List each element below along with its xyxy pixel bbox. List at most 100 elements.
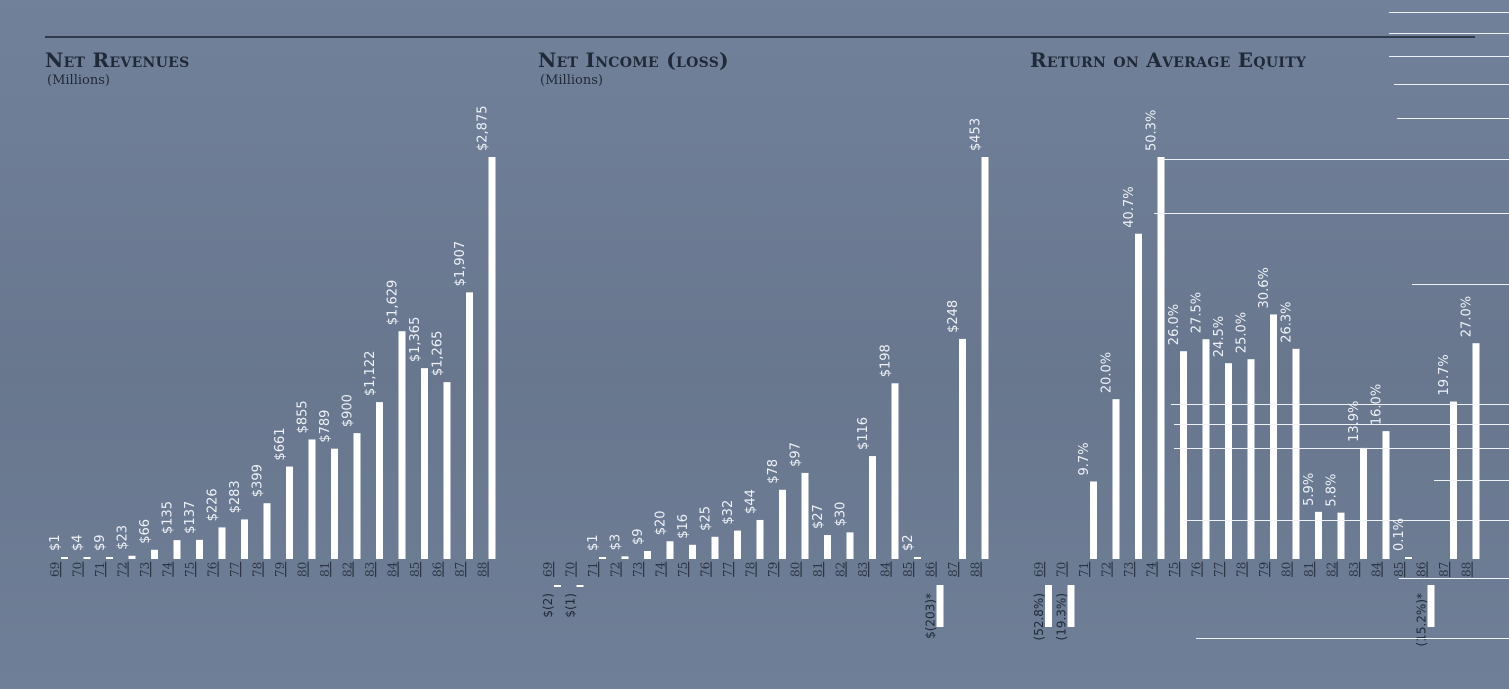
- tick-label: 85: [901, 562, 915, 577]
- tick-label: 77: [1212, 562, 1226, 577]
- value-label: $248: [946, 300, 961, 333]
- chart-1-group: 69 $(2) 70 $(1) 71 $1 72 $3 73 $9 74 $20 75 $16 76 $25 7…: [541, 118, 989, 639]
- tick-label: 82: [341, 562, 355, 577]
- bar: [711, 536, 719, 559]
- tick-label: 78: [251, 562, 265, 577]
- net-revenues-subtitle: (Millions): [47, 73, 110, 88]
- tick-label: 70: [564, 562, 578, 577]
- tick-label: 87: [1437, 562, 1451, 577]
- value-label: $78: [766, 459, 781, 484]
- tick-label: 74: [654, 561, 668, 577]
- value-label: 26.0%: [1167, 304, 1182, 345]
- edge-line: [1389, 56, 1509, 57]
- bar: [1360, 447, 1367, 559]
- tick-label: 82: [834, 562, 848, 577]
- value-label: 30.6%: [1257, 267, 1272, 308]
- edge-line: [1394, 84, 1509, 85]
- value-label: $27: [811, 504, 826, 529]
- tick-label: 69: [541, 562, 555, 577]
- value-label: $(1): [564, 593, 578, 618]
- edge-line: [1397, 118, 1509, 119]
- tick-label: 74: [161, 561, 175, 577]
- value-label: (19.3%): [1055, 593, 1069, 640]
- bar: [981, 157, 989, 559]
- tick-label: 75: [183, 562, 197, 577]
- bar: [756, 519, 764, 559]
- tick-label: 79: [766, 562, 780, 577]
- value-label: $16: [676, 514, 691, 539]
- net-revenues-title: Net Revenues: [45, 48, 190, 72]
- tick-label: 75: [1167, 562, 1181, 577]
- bar: [1090, 481, 1097, 559]
- tick-label: 78: [744, 562, 758, 577]
- tick-label: 88: [969, 562, 983, 577]
- tick-label: 72: [116, 562, 130, 577]
- bar: [1292, 348, 1300, 559]
- edge-line: [1196, 638, 1509, 639]
- bar: [689, 544, 696, 559]
- bar: [1135, 233, 1142, 559]
- bar: [621, 556, 629, 559]
- bar: [1247, 359, 1255, 559]
- value-label: 40.7%: [1122, 186, 1137, 227]
- tick-label: 71: [93, 562, 107, 577]
- value-label: $32: [721, 500, 736, 525]
- tick-label: 73: [1122, 562, 1136, 577]
- edge-line: [1389, 33, 1509, 34]
- edge-line: [1412, 284, 1509, 285]
- bar: [218, 527, 226, 559]
- bar: [1112, 399, 1120, 559]
- tick-label: 77: [228, 562, 242, 577]
- tick-label: 70: [1055, 562, 1069, 577]
- tick-label: 69: [1032, 562, 1046, 577]
- bar: [599, 557, 606, 559]
- value-label: 24.5%: [1212, 316, 1227, 357]
- tick-label: 76: [206, 562, 220, 577]
- bar: [331, 448, 338, 559]
- value-label: $4: [71, 534, 86, 551]
- bar: [1472, 343, 1480, 559]
- tick-label: 84: [386, 561, 400, 577]
- bar: [734, 530, 741, 559]
- bar: [1045, 585, 1052, 627]
- bar: [824, 535, 831, 559]
- value-label: $30: [834, 502, 849, 527]
- value-label: $2,875: [476, 106, 491, 152]
- tick-label: 79: [273, 562, 287, 577]
- value-label: $1,629: [386, 280, 401, 326]
- value-label: $23: [116, 525, 131, 550]
- bar: [914, 557, 921, 559]
- value-label: (52.8%): [1032, 593, 1046, 640]
- tick-label: 76: [699, 562, 713, 577]
- bar: [151, 549, 158, 559]
- bar: [779, 489, 786, 559]
- value-label: 50.3%: [1145, 110, 1160, 151]
- bar: [376, 402, 383, 559]
- value-label: $3: [609, 534, 624, 551]
- bar: [443, 382, 451, 559]
- bar: [421, 368, 428, 559]
- value-label: $2: [901, 534, 916, 551]
- value-label: 9.7%: [1077, 442, 1092, 475]
- tick-label: 88: [476, 562, 490, 577]
- value-label: $226: [206, 488, 221, 521]
- tick-label: 72: [609, 562, 623, 577]
- bar: [1382, 431, 1390, 559]
- tick-label: 80: [296, 562, 310, 577]
- value-label: 27.5%: [1190, 292, 1205, 333]
- tick-label: 80: [789, 562, 803, 577]
- value-label: $44: [744, 489, 759, 514]
- value-label: $1: [48, 534, 63, 551]
- bar: [488, 157, 496, 559]
- value-label: $9: [631, 528, 646, 545]
- tick-label: 87: [453, 562, 467, 577]
- return-on-equity-title: Return on Average Equity: [1030, 48, 1307, 72]
- bar: [106, 557, 113, 559]
- value-label: 27.0%: [1460, 296, 1475, 337]
- value-label: $(203)*: [924, 593, 938, 639]
- tick-label: 69: [48, 562, 62, 577]
- bar: [1315, 511, 1322, 559]
- net-revenues-panel: Net Revenues (Millions): [45, 0, 505, 689]
- tick-label: 76: [1190, 562, 1204, 577]
